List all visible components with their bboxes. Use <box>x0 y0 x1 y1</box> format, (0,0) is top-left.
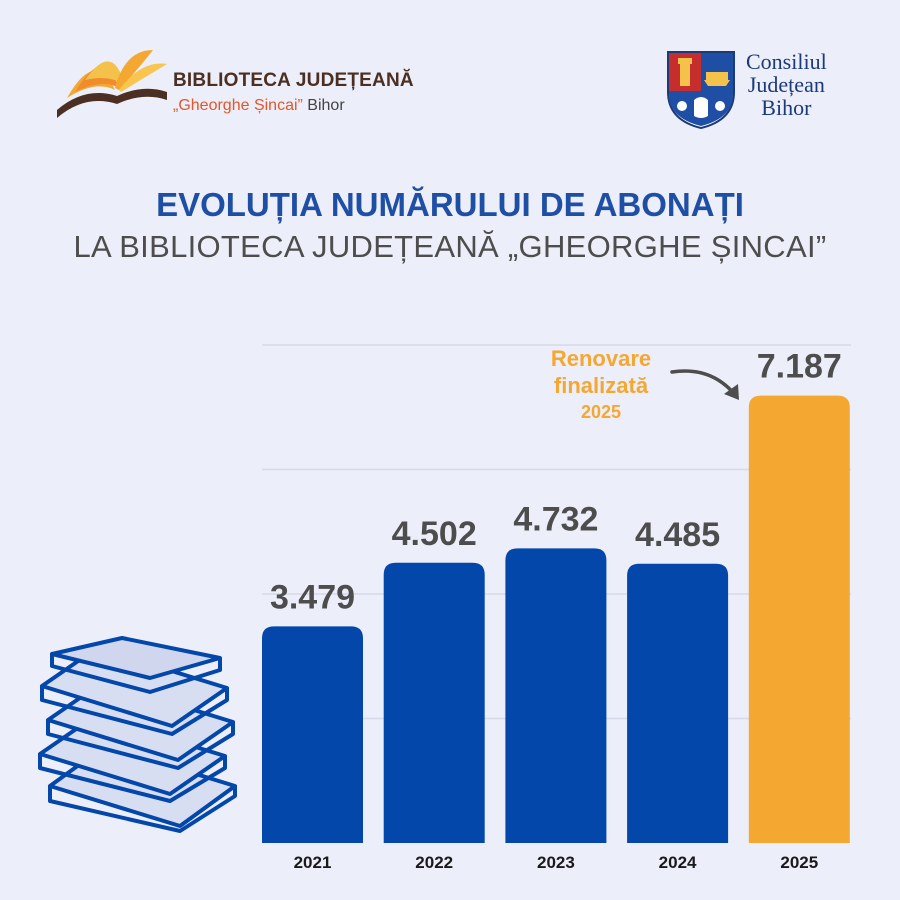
value-label-2021: 3.479 <box>270 578 355 616</box>
value-label-2023: 4.732 <box>513 500 598 538</box>
x-tick-2024: 2024 <box>659 853 697 872</box>
chart-title: EVOLUȚIA NUMĂRULUI DE ABONAȚI <box>156 186 744 223</box>
library-subtitle-place: Bihor <box>307 97 345 114</box>
council-line-3: Bihor <box>761 95 812 120</box>
annotation-line-3: 2025 <box>580 402 622 422</box>
value-label-2025: 7.187 <box>757 348 842 386</box>
open-book-logo-icon <box>57 50 167 118</box>
x-tick-2023: 2023 <box>537 853 575 872</box>
bar-2021 <box>262 626 363 843</box>
council-logo: Consiliul Județean Bihor <box>666 50 866 130</box>
renovation-annotation: Renovare finalizată 2025 <box>516 345 686 425</box>
x-axis-ticks: 2021 2022 2023 2024 2025 <box>294 853 819 872</box>
x-tick-2022: 2022 <box>415 853 453 872</box>
bar-2025 <box>748 395 850 843</box>
annotation-line-2: finalizată <box>553 373 649 398</box>
library-subtitle-quote: „Gheorghe Șincai” <box>173 97 303 114</box>
value-labels: 3.479 4.502 4.732 4.485 7.187 <box>270 348 842 617</box>
bars <box>262 395 850 843</box>
bar-2024 <box>627 563 729 843</box>
value-label-2024: 4.485 <box>635 516 720 554</box>
books-stack-icon <box>38 636 237 833</box>
library-logo: BIBLIOTECA JUDEȚEANĂ „Gheorghe Șincai” B… <box>55 40 455 130</box>
council-name: Consiliul Județean Bihor <box>746 50 827 119</box>
coat-of-arms-icon <box>667 51 735 130</box>
council-line-1: Consiliul <box>746 49 827 74</box>
annotation-arrowhead-icon <box>724 384 739 400</box>
x-tick-2025: 2025 <box>780 853 818 872</box>
library-subtitle: „Gheorghe Șincai” Bihor <box>173 97 345 115</box>
bar-2023 <box>505 548 607 843</box>
annotation-line-1: Renovare <box>550 346 652 371</box>
council-line-2: Județean <box>747 72 825 97</box>
x-tick-2021: 2021 <box>294 853 332 872</box>
library-name: BIBLIOTECA JUDEȚEANĂ <box>173 70 414 91</box>
chart-subtitle: LA BIBLIOTECA JUDEȚEANĂ „GHEORGHE ȘINCAI… <box>73 229 827 264</box>
bar-2022 <box>383 562 485 843</box>
value-label-2022: 4.502 <box>392 515 477 553</box>
